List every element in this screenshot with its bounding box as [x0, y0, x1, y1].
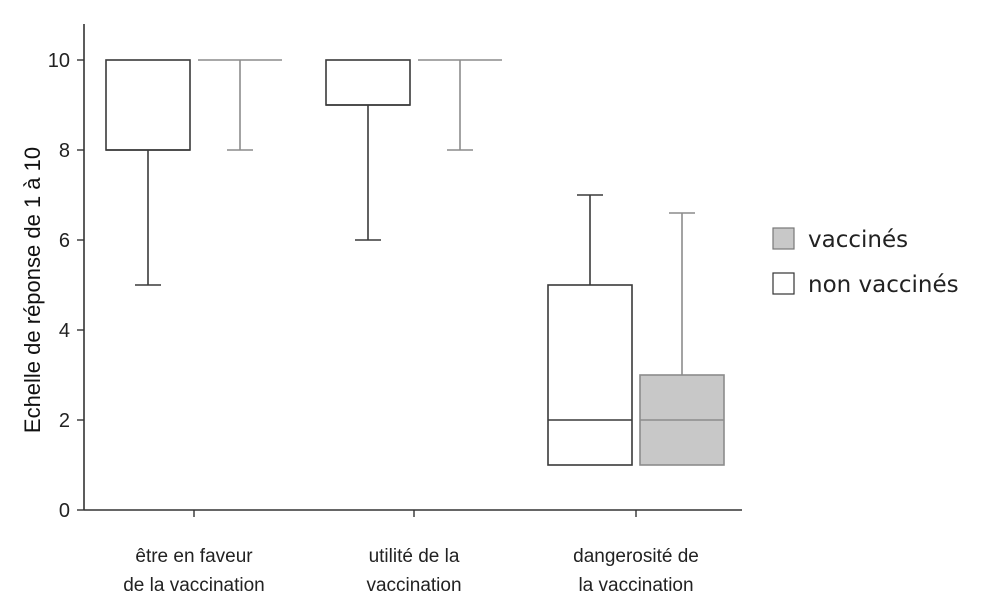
- x-category-label: de la vaccination: [123, 575, 265, 596]
- x-category-label: vaccination: [366, 575, 461, 596]
- y-tick-label: 6: [59, 230, 70, 252]
- legend-swatch-non-vaccinés: [772, 272, 795, 295]
- y-tick-label: 8: [59, 140, 70, 162]
- legend: vaccinés non vaccinés: [772, 227, 959, 298]
- box-body: [105, 59, 191, 151]
- legend-label-vaccinés: vaccinés: [808, 227, 908, 253]
- box-non-vaccinés-0: [105, 59, 191, 286]
- legend-label-non-vaccinés: non vaccinés: [808, 272, 959, 298]
- y-tick-label: 2: [59, 410, 70, 432]
- y-tick-label: 0: [59, 500, 70, 522]
- box-body: [547, 284, 633, 466]
- box-vaccinés-0: [198, 59, 282, 151]
- x-category-label: être en faveur: [135, 546, 253, 567]
- axes: 0 2 4 6 8 10 être en faveur de la vaccination ut…: [48, 24, 742, 596]
- box-body: [325, 59, 411, 106]
- legend-swatch-vaccinés: [772, 227, 795, 250]
- box-vaccinés-1: [418, 59, 502, 151]
- box-vaccinés-2: [639, 212, 725, 466]
- y-tick-label: 10: [48, 50, 70, 72]
- x-category-label: la vaccination: [578, 575, 693, 596]
- y-axis-title: Echelle de réponse de 1 à 10: [20, 147, 45, 433]
- box-non-vaccinés-2: [547, 194, 633, 466]
- box-non-vaccinés-1: [325, 59, 411, 241]
- x-category-label: utilité de la: [369, 546, 460, 567]
- x-category-label: dangerosité de: [573, 546, 699, 567]
- y-tick-label: 4: [59, 320, 70, 342]
- plot-area: [105, 59, 725, 466]
